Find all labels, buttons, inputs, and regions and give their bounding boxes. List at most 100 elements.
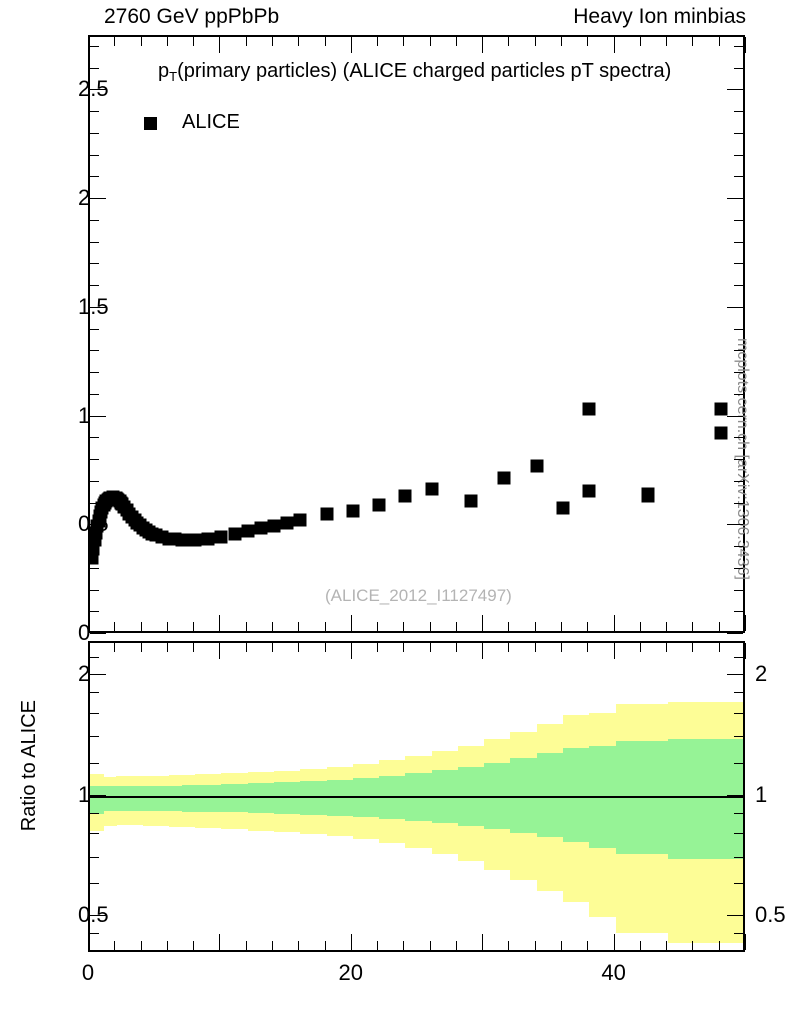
data-point	[254, 521, 268, 535]
data-point	[556, 501, 570, 515]
main-ytick-minor	[90, 111, 99, 113]
ratio-xtick-top	[745, 643, 746, 659]
analysis-watermark: (ALICE_2012_I1127497)	[325, 586, 512, 605]
main-ytick-minor	[90, 45, 99, 47]
main-ytick-right	[734, 459, 743, 461]
data-point	[90, 542, 100, 556]
ratio-xtick-top	[718, 643, 720, 652]
main-xtick-top	[245, 37, 247, 46]
ratio-xtick-top	[166, 643, 168, 652]
ratio-band-inner-segment	[326, 779, 354, 816]
data-point	[320, 507, 334, 521]
main-ytick-right	[727, 524, 743, 526]
data-point	[582, 484, 596, 498]
ratio-ytick	[90, 856, 99, 858]
ratio-xtick-bottom	[114, 941, 116, 950]
ratio-ytick	[90, 794, 106, 796]
main-ytick-right	[734, 350, 743, 352]
main-ytick-minor	[90, 285, 99, 287]
ratio-ytick-right	[734, 812, 743, 814]
ratio-xtick-top	[324, 643, 326, 652]
main-xtick-top	[166, 37, 168, 46]
ratio-ytick-right	[734, 856, 743, 858]
ratio-ytick-right	[734, 657, 743, 659]
header-process-label: Heavy Ion minbias	[573, 5, 746, 28]
ratio-xtick-top	[271, 643, 273, 652]
ratio-ytick-right	[727, 674, 743, 675]
main-ytick-right	[734, 611, 743, 613]
main-xtick-bottom	[561, 622, 563, 631]
ratio-band-inner-segment	[181, 785, 196, 812]
main-ytick-right	[734, 589, 743, 591]
plot-title-rest: (primary particles) (ALICE charged parti…	[177, 60, 672, 82]
ratio-xtick-top	[561, 643, 563, 652]
main-plot-frame	[88, 35, 745, 633]
ratio-xtick-top	[140, 643, 142, 652]
main-ytick-minor	[90, 372, 99, 374]
ratio-ytick	[90, 712, 99, 714]
ratio-xtick-bottom	[534, 941, 536, 950]
data-point	[280, 516, 294, 530]
main-ytick-major	[90, 306, 106, 308]
plot-title-subscript: T	[169, 69, 178, 84]
data-point	[641, 489, 655, 503]
main-xtick-top	[324, 37, 326, 46]
main-ytick-minor	[90, 67, 99, 69]
ratio-xtick-top	[429, 643, 431, 652]
main-ytick-right	[734, 285, 743, 287]
ratio-xtick-top	[455, 643, 457, 652]
main-xtick-top	[429, 37, 431, 46]
main-xtick-top	[534, 37, 536, 46]
data-point	[714, 402, 728, 416]
ratio-band-inner-segment	[208, 784, 222, 812]
main-ytick-right	[734, 567, 743, 569]
main-ytick-right	[734, 132, 743, 134]
main-ytick-minor	[90, 546, 99, 548]
data-point	[188, 533, 202, 547]
ratio-xtick-bottom	[193, 941, 195, 950]
main-ytick-major	[90, 524, 106, 526]
ratio-band-inner-segment	[142, 785, 157, 811]
main-xtick-top	[377, 37, 379, 46]
header-beam-label: 2760 GeV ppPbPb	[104, 5, 280, 28]
ratio-xtick-bottom	[455, 941, 457, 950]
main-ytick-minor	[90, 502, 99, 504]
main-ytick-right	[734, 437, 743, 439]
main-ytick-minor	[90, 350, 99, 352]
main-xtick-bottom	[587, 622, 589, 631]
ratio-band-inner-segment	[129, 786, 144, 811]
ratio-band-inner-segment	[116, 786, 130, 811]
ratio-axis-label: Ratio to ALICE	[18, 700, 40, 832]
ratio-ytick	[90, 833, 99, 835]
ratio-xtick-top	[245, 643, 247, 652]
main-xtick-top	[639, 37, 641, 46]
main-xtick-bottom	[140, 622, 142, 631]
legend-label-alice: ALICE	[182, 111, 240, 133]
ratio-band-inner-segment	[221, 784, 249, 813]
main-xtick-top	[219, 37, 221, 53]
main-ytick-right	[734, 328, 743, 330]
main-ytick-right	[727, 89, 743, 91]
main-ytick-right	[734, 45, 743, 47]
ratio-xtick-bottom	[219, 934, 221, 950]
ratio-xtick-bottom	[613, 934, 615, 950]
main-xtick-top	[561, 37, 563, 46]
main-ytick-right	[734, 219, 743, 221]
main-ytick-minor	[90, 480, 99, 482]
main-ytick-major	[90, 89, 106, 91]
ratio-xtick-top	[114, 643, 116, 652]
ratio-xtick-top	[403, 643, 405, 652]
main-xtick-bottom	[114, 622, 116, 631]
ratio-xtick-bottom	[666, 941, 668, 950]
ratio-ytick-label-right: 0.5	[755, 902, 786, 927]
main-xtick-top	[718, 37, 720, 46]
main-xtick-bottom	[745, 615, 746, 631]
ratio-xtick-top	[482, 643, 484, 659]
data-point	[214, 530, 228, 544]
main-ytick-right	[734, 154, 743, 156]
main-xtick-top	[587, 37, 589, 46]
ratio-xtick-top	[88, 643, 89, 659]
main-ytick-right	[727, 198, 743, 200]
data-point	[267, 519, 281, 533]
ratio-ytick	[90, 933, 99, 935]
